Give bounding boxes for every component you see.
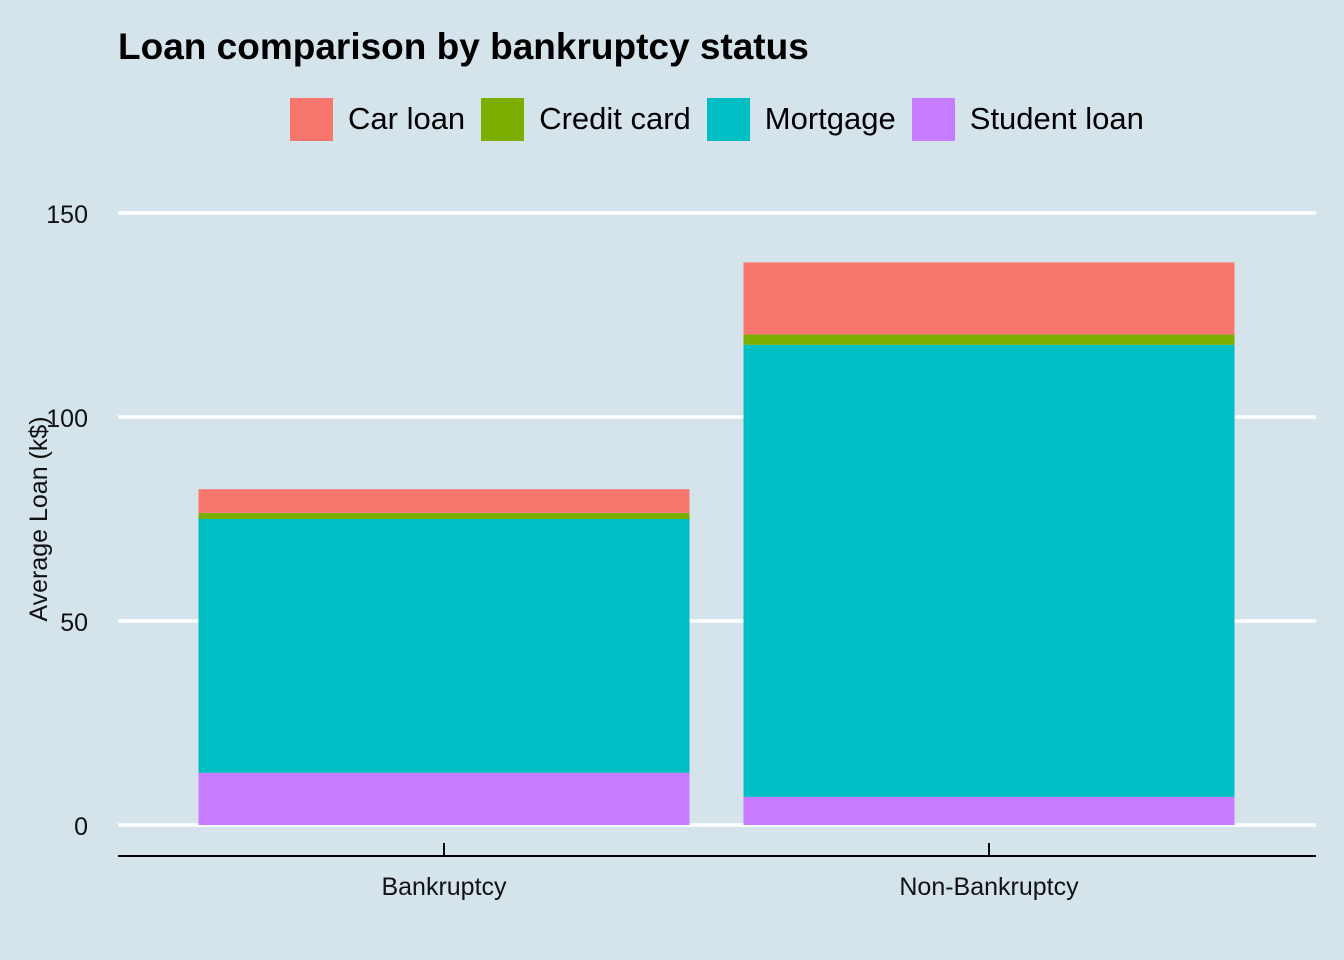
y-tick-label: 100: [46, 405, 88, 433]
legend-item-credit-card: Credit card: [481, 97, 691, 141]
legend-item-student-loan: Student loan: [911, 97, 1144, 141]
legend-swatch: [290, 97, 333, 141]
legend-item-mortgage: Mortgage: [706, 97, 896, 141]
bar-segment-mortgage-1: [743, 344, 1235, 797]
chart-title: Loan comparison by bankruptcy status: [118, 26, 809, 67]
x-tick-label: Non-Bankruptcy: [899, 873, 1079, 901]
legend-label: Credit card: [539, 101, 691, 136]
y-tick-label: 0: [74, 813, 88, 841]
legend-swatch: [706, 97, 750, 141]
bar-segment-credit-card-0: [198, 512, 690, 519]
bar-segment-credit-card-1: [743, 334, 1235, 345]
y-axis-title: Average Loan (k$): [25, 416, 53, 621]
legend-swatch: [481, 97, 525, 141]
legend-label: Car loan: [348, 101, 466, 136]
bar-segment-mortgage-0: [198, 519, 690, 773]
bar-segment-car-loan-1: [743, 262, 1235, 335]
y-tick-label: 50: [60, 609, 88, 637]
legend-item-car-loan: Car loan: [290, 97, 466, 141]
legend-label: Mortgage: [764, 101, 896, 136]
bar-segment-car-loan-0: [198, 489, 690, 513]
bar-segment-student-loan-1: [743, 796, 1235, 825]
legend-label: Student loan: [969, 101, 1144, 136]
y-tick-label: 150: [46, 201, 88, 229]
x-tick-label: Bankruptcy: [381, 873, 507, 901]
legend-swatch: [911, 97, 955, 141]
bar-segment-student-loan-0: [198, 772, 690, 825]
legend: Car loan Credit card Mortgage Student loan: [290, 97, 1160, 141]
